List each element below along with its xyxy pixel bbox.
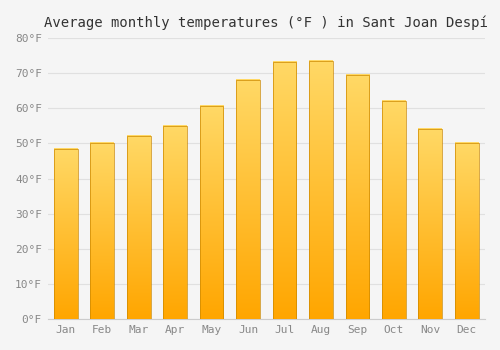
Bar [200,106,224,320]
Bar [90,143,114,320]
Bar [309,61,333,320]
Bar [164,126,187,320]
Bar [418,129,442,320]
Title: Average monthly temperatures (°F ) in Sant Joan Despí: Average monthly temperatures (°F ) in Sa… [44,15,488,29]
Bar [54,149,78,320]
Bar [127,136,150,320]
Bar [455,143,478,320]
Bar [346,75,370,320]
Bar [236,80,260,320]
Bar [382,101,406,320]
Bar [272,62,296,320]
